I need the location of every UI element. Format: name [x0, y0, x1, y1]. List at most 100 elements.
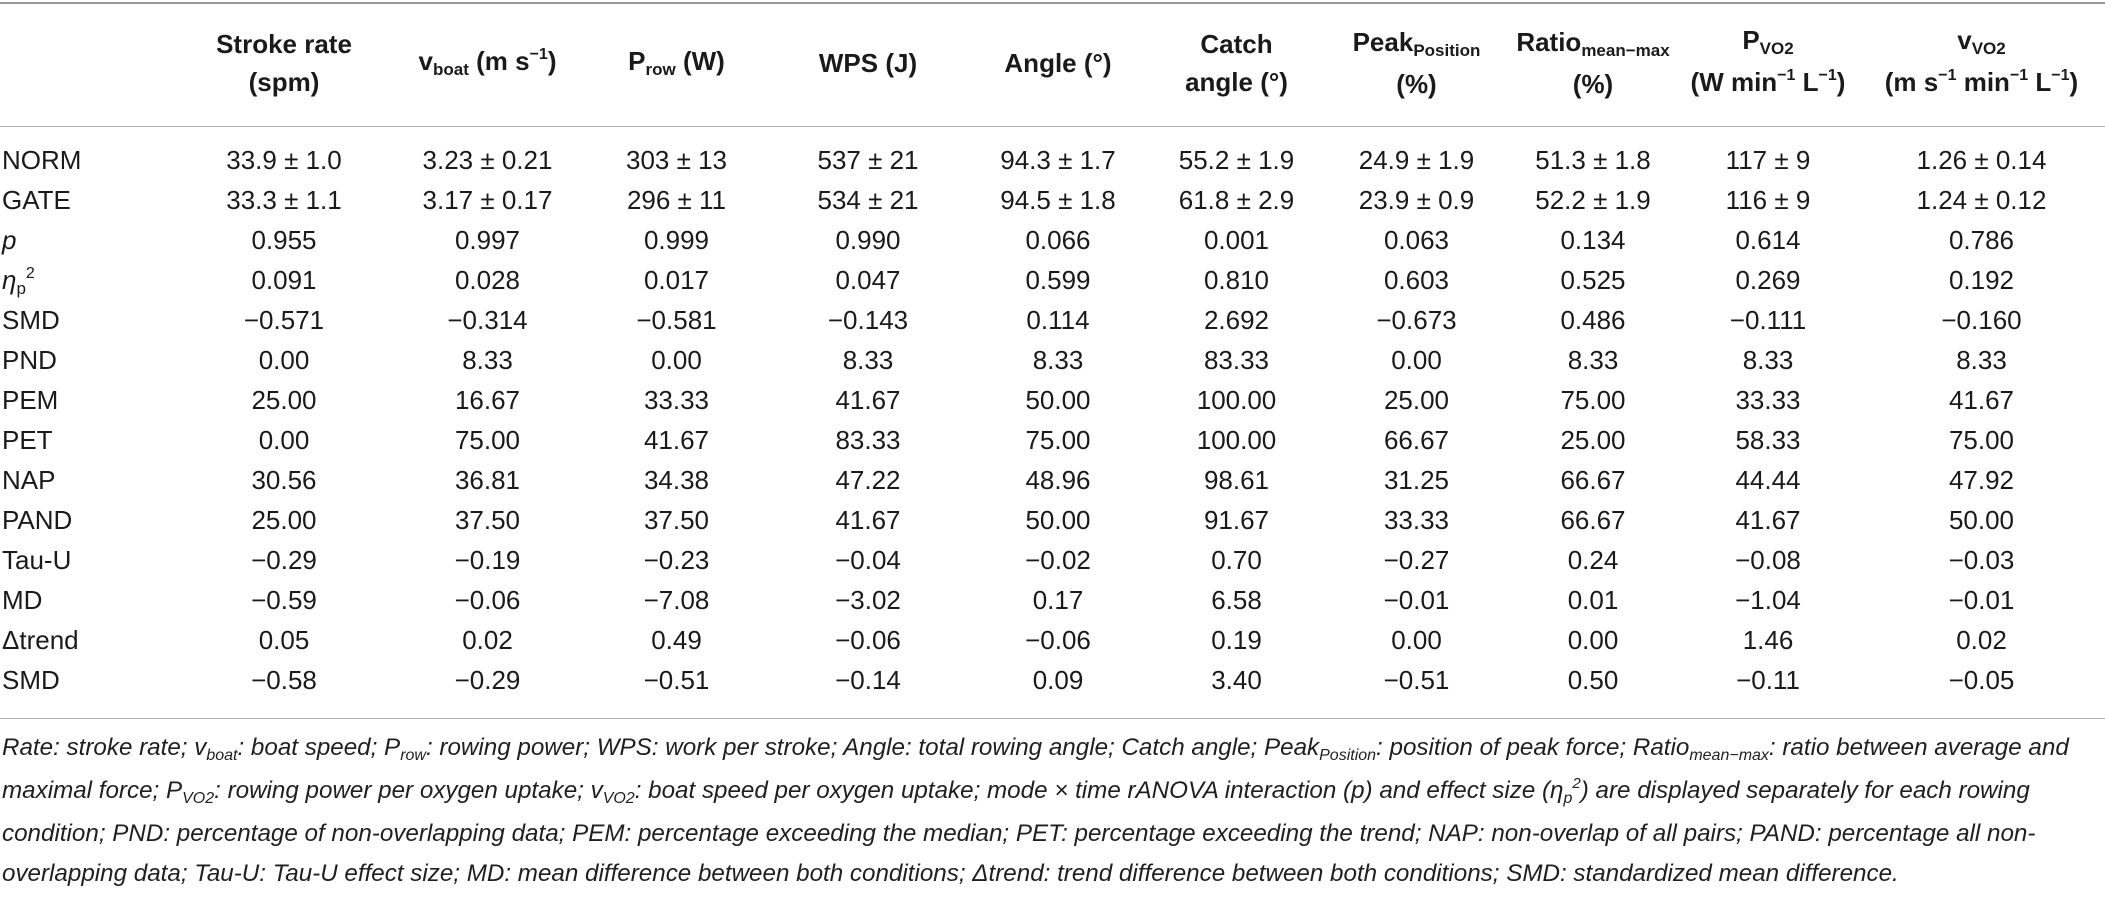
table-cell: 0.192: [1948, 264, 2015, 295]
table-cell: 0.00: [258, 424, 310, 455]
table-cell: −0.23: [643, 544, 710, 575]
table-cell: −0.673: [1376, 304, 1457, 335]
table-cell: −0.01: [1383, 584, 1450, 615]
table-cell: 33.33: [1383, 504, 1450, 535]
table-cell: 66.67: [1560, 464, 1626, 495]
table-cell: 0.00: [1391, 624, 1442, 655]
table-bottom-rule: [0, 718, 2105, 719]
row-label: PND: [2, 344, 57, 375]
table-cell: 8.33: [842, 344, 894, 375]
table-cell: 47.92: [1948, 464, 2015, 495]
table-cell: 8.33: [1742, 344, 1794, 375]
header-row: Stroke rate (spm) vboat (m s−1) Prow (W)…: [0, 0, 2105, 126]
table-cell: 33.33: [1735, 384, 1801, 415]
table-cell: 0.810: [1203, 264, 1270, 295]
table-cell: 3.23 ± 0.21: [422, 144, 553, 175]
table-cell: 37.50: [643, 504, 710, 535]
table-cell: −0.143: [827, 304, 909, 335]
table-cell: 100.00: [1196, 384, 1277, 415]
table-cell: 75.00: [1948, 424, 2015, 455]
row-label: Tau-U: [2, 544, 72, 575]
table-cell: 55.2 ± 1.9: [1178, 144, 1295, 175]
table-cell: 1.46: [1742, 624, 1794, 655]
table-cell: 0.063: [1383, 224, 1450, 255]
table-cell: −0.06: [1025, 624, 1091, 655]
table-cell: 50.00: [1025, 384, 1091, 415]
table-row-norm: NORM 33.9 ± 1.0 3.23 ± 0.21 303 ± 13 537 ± …: [0, 126, 2105, 180]
table-cell: 0.00: [258, 344, 310, 375]
row-label: NORM: [2, 144, 82, 175]
header-speed-vo2: vVO2 (m s−1 min−1 L−1): [1884, 24, 2079, 97]
table-cell: 0.05: [258, 624, 310, 655]
header-peak-position: PeakPosition (%): [1352, 27, 1481, 99]
table-row-dtrend: Δtrend 0.05 0.02 0.49 −0.06 −0.06 0.19 0.00 0.0…: [0, 620, 2105, 660]
table-top-rule: [0, 2, 2105, 4]
table-cell: 0.066: [1025, 224, 1091, 255]
header-boat-speed: vboat (m s−1): [418, 45, 557, 79]
row-label: Δtrend: [2, 624, 79, 655]
table-cell: 23.9 ± 0.9: [1358, 184, 1475, 215]
table-cell: 83.33: [835, 424, 901, 455]
header-ratio: Ratiomean−max (%): [1516, 27, 1670, 99]
table-cell: −0.06: [835, 624, 901, 655]
table-cell: 1.24 ± 0.12: [1916, 184, 2047, 215]
table-cell: −0.51: [1383, 664, 1450, 695]
table-cell: 24.9 ± 1.9: [1358, 144, 1475, 175]
table-cell: 41.67: [835, 504, 901, 535]
table-cell: 0.997: [454, 224, 521, 255]
table-cell: −0.29: [251, 544, 317, 575]
table-cell: 47.22: [835, 464, 901, 495]
table-row-eta: ηp2 0.091 0.028 0.017 0.047 0.599 0.810 0.603 0…: [0, 260, 2105, 300]
table-cell: 25.00: [1383, 384, 1450, 415]
table-row-gate: GATE 33.3 ± 1.1 3.17 ± 0.17 296 ± 11 534 ± …: [0, 180, 2105, 220]
table-cell: 1.26 ± 0.14: [1916, 144, 2047, 175]
row-label: SMD: [2, 664, 60, 695]
table-cell: 33.9 ± 1.0: [226, 144, 342, 175]
table-cell: 0.269: [1735, 264, 1801, 295]
table-row-pnd: PND 0.00 8.33 0.00 8.33 8.33 83.33 0.00 8.33 8.3…: [0, 340, 2105, 380]
table-cell: 75.00: [1560, 384, 1626, 415]
table-cell: 30.56: [251, 464, 317, 495]
table-cell: 83.33: [1203, 344, 1270, 375]
table-row-p: p 0.955 0.997 0.999 0.990 0.066 0.001 0.063 0.1…: [0, 220, 2105, 260]
table-cell: 33.33: [643, 384, 710, 415]
header-wps: WPS (J): [818, 48, 918, 78]
header-bottom-rule: [0, 126, 2105, 127]
table-cell: 0.00: [651, 344, 702, 375]
table-cell: 117 ± 9: [1725, 144, 1811, 175]
table-cell: 37.50: [454, 504, 521, 535]
table-cell: 50.00: [1948, 504, 2015, 535]
header-blank: [0, 0, 178, 126]
table-cell: −0.11: [1736, 664, 1800, 695]
table-row-tau-u: Tau-U −0.29 −0.19 −0.23 −0.04 −0.02 0.70 −0.27…: [0, 540, 2105, 580]
table-cell: 0.17: [1032, 584, 1084, 615]
table-cell: 41.67: [643, 424, 710, 455]
table-cell: 0.091: [251, 264, 317, 295]
table-cell: 3.17 ± 0.17: [422, 184, 553, 215]
table-cell: 0.114: [1026, 304, 1090, 335]
table-cell: 34.38: [643, 464, 710, 495]
table-cell: −1.04: [1735, 584, 1801, 615]
table-cell: 537 ± 21: [817, 144, 919, 175]
table-cell: 91.67: [1203, 504, 1270, 535]
table-row-md: MD −0.59 −0.06 −7.08 −3.02 0.17 6.58 −0.01 0.01…: [0, 580, 2105, 620]
table-cell: 0.70: [1211, 544, 1262, 575]
table-cell: −0.111: [1729, 304, 1807, 335]
table-cell: −3.02: [835, 584, 901, 615]
table-cell: 0.19: [1211, 624, 1262, 655]
row-label: SMD: [2, 304, 60, 335]
table-cell: −0.05: [1948, 664, 2015, 695]
header-angle: Angle (°): [1004, 48, 1112, 78]
table-cell: 41.67: [835, 384, 901, 415]
table-cell: 296 ± 11: [626, 184, 727, 215]
header-stroke-rate: Stroke rate (spm): [216, 29, 352, 97]
table-cell: −0.581: [636, 304, 717, 335]
table-cell: 0.00: [1391, 344, 1442, 375]
table-cell: −0.29: [454, 664, 521, 695]
table-cell: 50.00: [1025, 504, 1091, 535]
row-label: PET: [2, 424, 53, 455]
table-cell: −0.314: [447, 304, 528, 335]
table-cell: 0.49: [651, 624, 702, 655]
row-label: NAP: [2, 464, 56, 495]
table-cell: 66.67: [1383, 424, 1450, 455]
